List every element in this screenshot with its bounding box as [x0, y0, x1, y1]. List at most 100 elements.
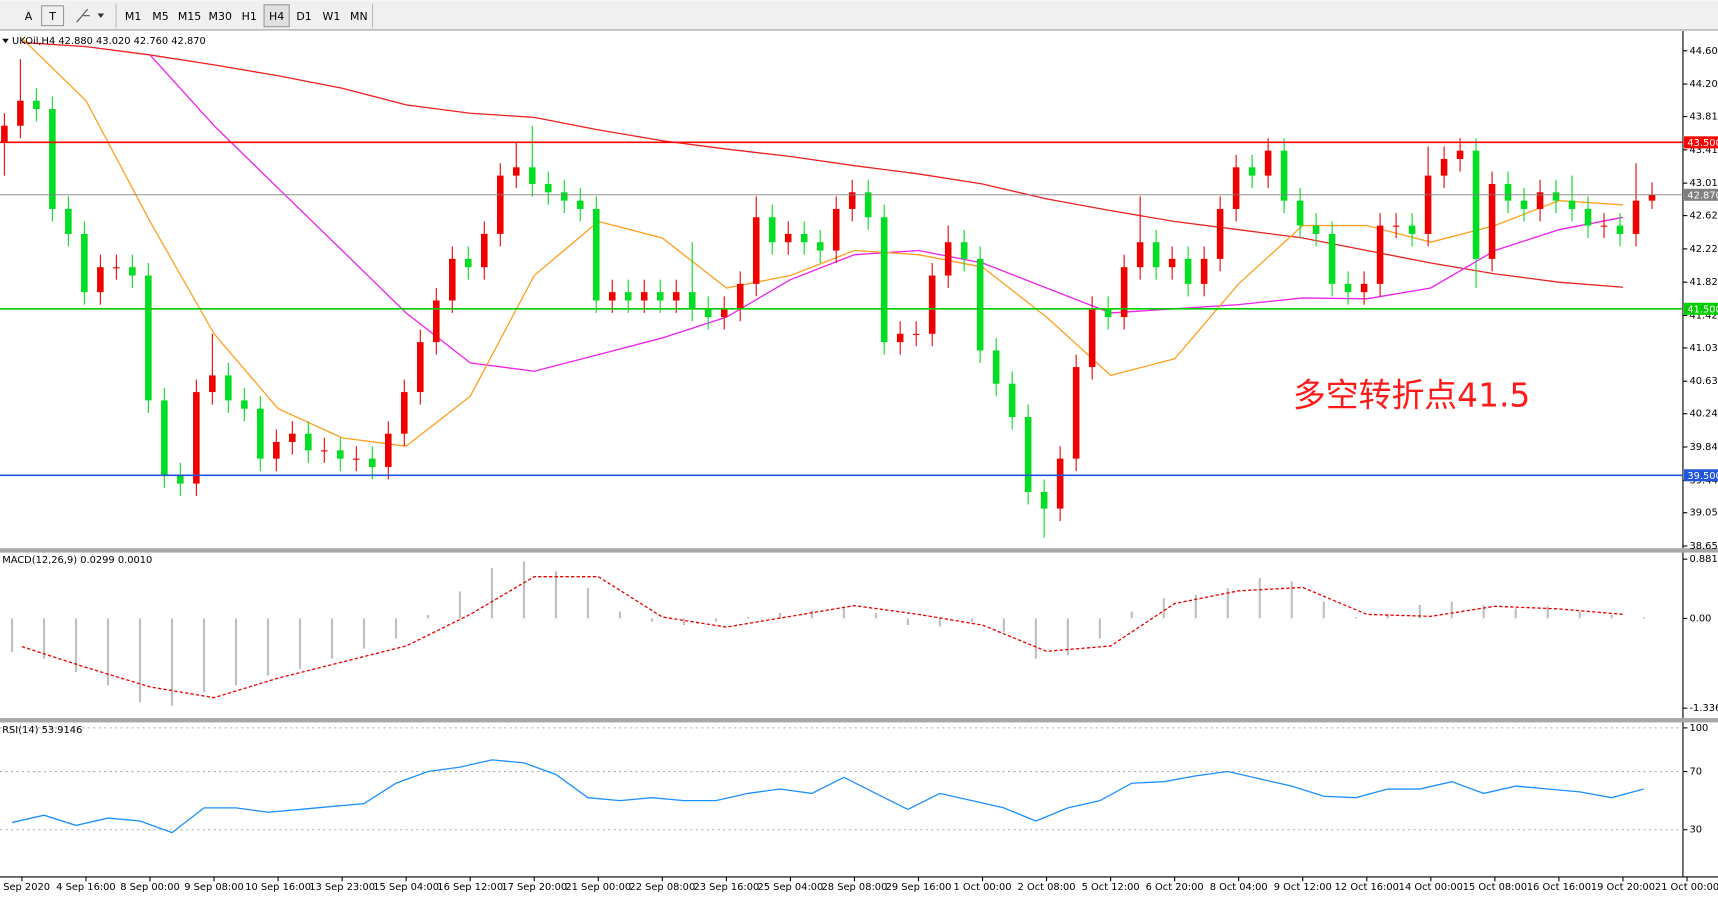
candle-body	[369, 458, 376, 467]
timeframe-button[interactable]: M1	[125, 10, 141, 23]
candle-body	[1584, 208, 1592, 226]
timeframe-button[interactable]: M30	[209, 10, 232, 23]
candle-body	[129, 267, 136, 276]
candle-body	[1392, 225, 1400, 227]
level-tag-label: 41.500	[1687, 304, 1718, 315]
candle-body	[624, 292, 632, 301]
timeframe-button[interactable]: D1	[296, 10, 311, 23]
y-tick-label: 42.220	[1690, 244, 1718, 255]
x-tick-label: 15 Sep 04:00	[373, 882, 439, 893]
candle-body	[145, 275, 152, 401]
candle-body	[592, 208, 600, 301]
candle-body	[1136, 242, 1144, 268]
candle-body	[544, 183, 552, 193]
candle-body	[1152, 242, 1160, 268]
x-tick-label: 8 Sep 00:00	[120, 882, 180, 893]
x-tick-label: 16 Oct 16:00	[1527, 882, 1591, 893]
candle-body	[736, 283, 744, 309]
toolbar-bg	[0, 0, 1718, 30]
candle-body	[1472, 150, 1480, 259]
timeframe-button[interactable]: W1	[323, 10, 341, 23]
candle-body	[1632, 200, 1640, 234]
candle-body	[464, 258, 472, 268]
x-tick-label: 21 Sep 00:00	[565, 882, 631, 893]
level-tag	[1684, 469, 1718, 482]
x-tick-label: 6 Oct 20:00	[1146, 882, 1204, 893]
y-tick-label: 0.00	[1690, 613, 1712, 624]
y-tick-label: 40.630	[1690, 376, 1718, 387]
y-tick-label: 39.050	[1690, 508, 1718, 519]
y-tick-label: 42.620	[1690, 211, 1718, 222]
y-tick-label: -1.3368	[1690, 703, 1718, 714]
candle-body	[161, 400, 168, 476]
candle-body	[752, 217, 760, 284]
candle-body	[1424, 175, 1432, 234]
y-tick-label: 43.010	[1690, 178, 1718, 189]
x-tick-label: 19 Oct 20:00	[1591, 882, 1655, 893]
candle-body	[912, 333, 920, 335]
dropdown-arrow[interactable]	[97, 13, 105, 18]
x-tick-label: 4 Sep 16:00	[56, 882, 116, 893]
timeframe-button[interactable]: H1	[242, 10, 257, 23]
candle-body	[576, 200, 584, 209]
x-tick-label: 9 Oct 12:00	[1274, 882, 1332, 893]
candle-body	[848, 192, 856, 209]
tool-shapes[interactable]	[76, 8, 90, 23]
candle-body	[944, 242, 952, 276]
candle-body	[1648, 194, 1656, 201]
level-tag	[1684, 136, 1718, 149]
timeframe-button[interactable]: MN	[350, 10, 368, 23]
x-tick-label: 15 Oct 08:00	[1463, 882, 1527, 893]
timeframe-button[interactable]: H4	[269, 10, 284, 23]
candle-body	[1056, 458, 1064, 509]
candle-body	[1376, 225, 1384, 284]
candle-body	[896, 333, 904, 343]
tool-label[interactable]: A	[25, 10, 33, 23]
candle-body	[337, 450, 344, 459]
rsi-line	[11, 759, 1644, 834]
candle-body	[177, 475, 184, 484]
candle-body	[976, 258, 984, 351]
x-tick-label: 29 Sep 16:00	[886, 882, 952, 893]
candle-body	[1312, 225, 1320, 234]
timeframe-button[interactable]: M15	[178, 10, 201, 23]
panel-title: RSI(14) 53.9146	[2, 725, 82, 736]
y-tick-label: 43.810	[1690, 112, 1718, 123]
candle-body	[1200, 258, 1208, 284]
candle-body	[720, 308, 728, 318]
candle-body	[1088, 308, 1096, 368]
candle-body	[289, 433, 296, 442]
x-tick-label: 2 Oct 08:00	[1018, 882, 1076, 893]
candle-body	[273, 441, 280, 459]
candle-body	[1184, 258, 1192, 284]
candle-body	[1616, 225, 1624, 234]
candle-body	[49, 109, 56, 209]
candle-body	[417, 342, 424, 393]
candle-body	[1040, 491, 1048, 509]
candle-body	[1568, 200, 1576, 209]
tool-text[interactable]	[41, 5, 65, 27]
candle-body	[305, 433, 312, 451]
candle-body	[1344, 283, 1352, 293]
candle-body	[113, 267, 120, 269]
candle-body	[209, 375, 216, 393]
x-tick-label: 28 Sep 08:00	[822, 882, 888, 893]
candle-body	[1280, 150, 1288, 201]
moving-average	[21, 37, 1624, 447]
candle-body	[321, 450, 328, 452]
x-tick-label: 5 Oct 12:00	[1082, 882, 1140, 893]
candle-body	[385, 433, 392, 467]
candle-body	[81, 233, 88, 293]
candle-body	[784, 233, 792, 243]
candle-body	[433, 300, 440, 343]
candle-body	[1520, 200, 1528, 209]
candle-body	[1120, 267, 1128, 318]
candle-body	[480, 233, 488, 268]
candle-body	[1, 125, 8, 143]
level-tag-label: 39.500	[1687, 471, 1718, 482]
timeframe-button[interactable]: M5	[152, 10, 168, 23]
candle-body	[688, 292, 696, 309]
candle-body	[528, 167, 536, 184]
candle-body	[193, 392, 200, 484]
